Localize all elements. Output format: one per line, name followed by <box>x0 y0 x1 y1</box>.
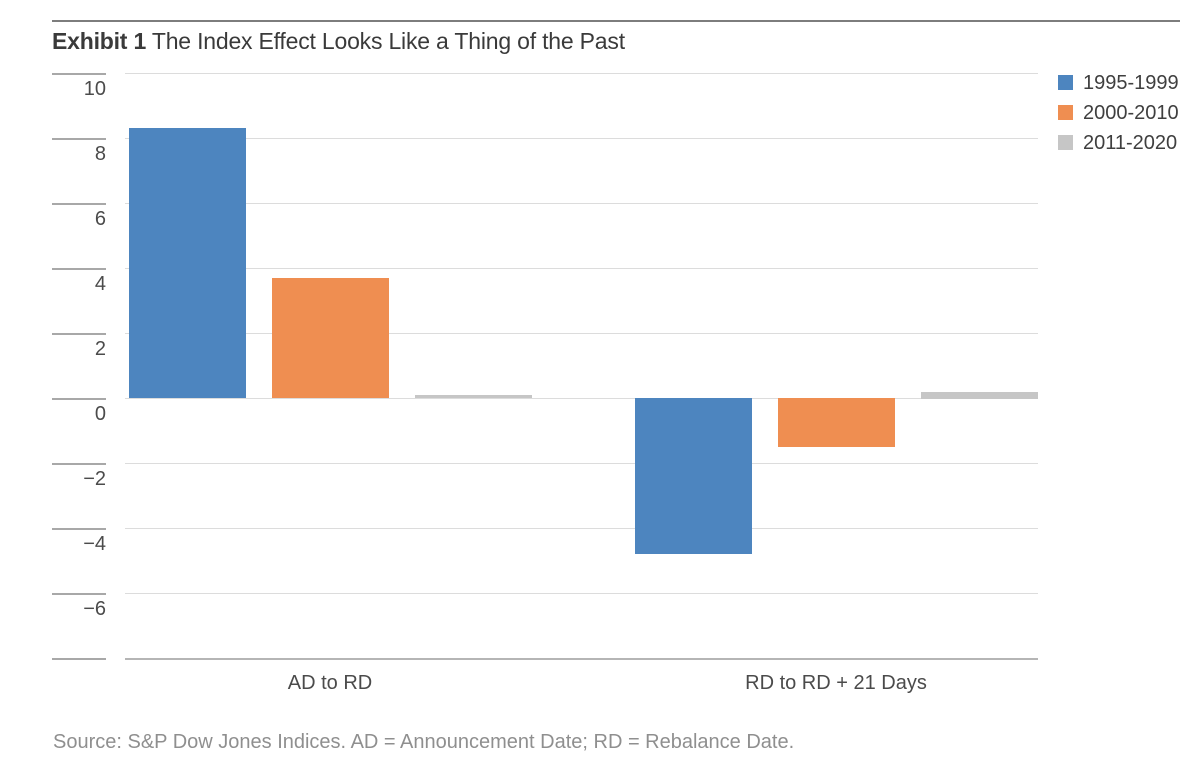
y-axis-tick <box>52 73 106 75</box>
gridline <box>125 333 1038 334</box>
gridline <box>125 593 1038 594</box>
gridline <box>125 73 1038 74</box>
bar-2000-2010-ad-to-rd <box>272 278 389 398</box>
y-axis-tick-label: 2 <box>94 338 106 360</box>
y-axis-tick-label: 10 <box>83 78 106 100</box>
y-axis-tick-label: 8 <box>94 143 106 165</box>
y-axis-tick <box>52 593 106 595</box>
legend-swatch-2011-2020 <box>1058 135 1073 150</box>
gridline <box>125 138 1038 139</box>
legend-label-2011-2020: 2011-2020 <box>1083 132 1178 154</box>
bar-1995-1999-rd-to-rd-21-days <box>635 398 752 554</box>
legend-label-2000-2010: 2000-2010 <box>1083 102 1179 124</box>
y-axis-tick <box>52 268 106 270</box>
y-axis-tick-label: 0 <box>94 403 106 425</box>
y-axis-tick <box>52 658 106 660</box>
exhibit-title-text: The Index Effect Looks Like a Thing of t… <box>151 28 625 54</box>
y-axis-tick <box>52 333 106 335</box>
x-axis-category-label: AD to RD <box>287 672 373 694</box>
legend-swatch-2000-2010 <box>1058 105 1073 120</box>
y-axis-tick-label: 4 <box>94 273 106 295</box>
gridline <box>125 463 1038 464</box>
y-axis-tick <box>52 528 106 530</box>
title-rule <box>52 20 1180 22</box>
source-note: Source: S&P Dow Jones Indices. AD = Anno… <box>53 731 795 753</box>
y-axis-tick <box>52 203 106 205</box>
legend-label-1995-1999: 1995-1999 <box>1083 72 1179 94</box>
y-axis-tick-label: 6 <box>94 208 106 230</box>
bar-2011-2020-ad-to-rd <box>415 395 532 398</box>
gridline <box>125 658 1038 660</box>
y-axis-tick <box>52 463 106 465</box>
gridline <box>125 268 1038 269</box>
x-axis-category-label: RD to RD + 21 Days <box>745 672 927 694</box>
y-axis-tick <box>52 138 106 140</box>
exhibit-number: Exhibit 1 <box>52 28 147 54</box>
y-axis-tick-label: −6 <box>83 598 106 620</box>
y-axis-tick <box>52 398 106 400</box>
y-axis-tick-label: −2 <box>83 468 106 490</box>
gridline <box>125 203 1038 204</box>
gridline <box>125 528 1038 529</box>
legend-swatch-1995-1999 <box>1058 75 1073 90</box>
bar-2011-2020-rd-to-rd-21-days <box>921 392 1038 399</box>
y-axis-tick-label: −4 <box>83 533 106 555</box>
gridline <box>125 398 1038 399</box>
bar-2000-2010-rd-to-rd-21-days <box>778 398 895 447</box>
bar-1995-1999-ad-to-rd <box>129 128 246 398</box>
exhibit-title: Exhibit 1 The Index Effect Looks Like a … <box>52 28 625 54</box>
